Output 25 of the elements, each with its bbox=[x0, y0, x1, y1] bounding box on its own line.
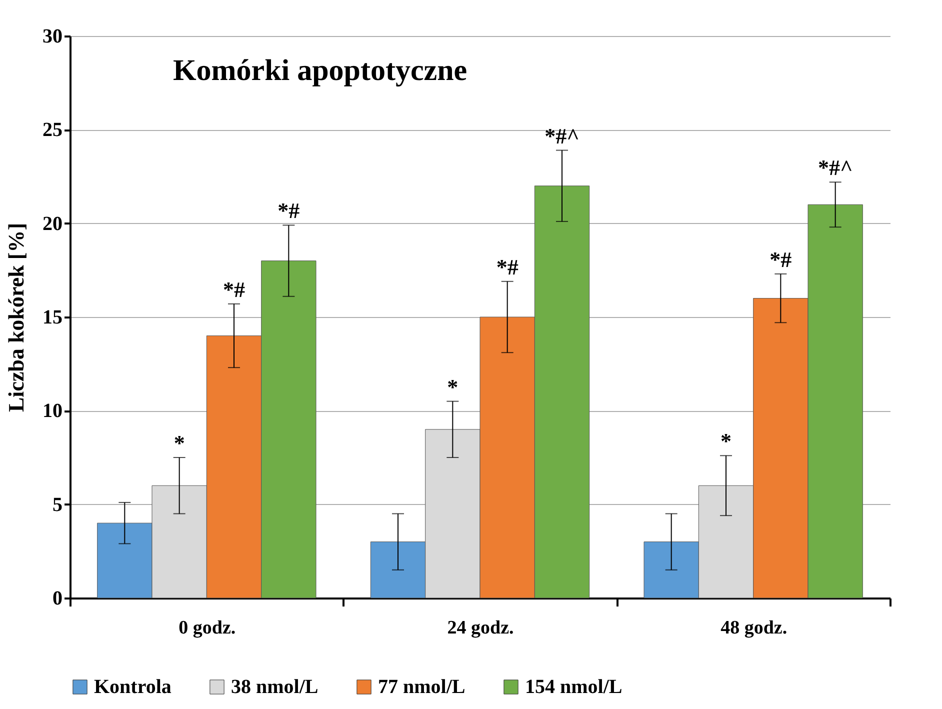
data-label: *# bbox=[278, 198, 300, 224]
y-tick-label: 25 bbox=[42, 119, 62, 142]
data-label: *# bbox=[223, 276, 245, 302]
data-label: * bbox=[720, 428, 732, 454]
legend-label: Kontrola bbox=[94, 676, 172, 698]
data-label: * bbox=[174, 430, 185, 456]
y-axis-title: Liczba kokórek [%] bbox=[4, 222, 28, 412]
legend-label: 77 nmol/L bbox=[378, 676, 466, 698]
data-label: *# bbox=[770, 246, 792, 272]
legend-label: 38 nmol/L bbox=[231, 676, 318, 698]
y-tick-label: 10 bbox=[42, 400, 62, 422]
y-tick-label: 30 bbox=[42, 26, 62, 48]
data-label: * bbox=[447, 374, 458, 400]
x-tick-label: 48 godz. bbox=[720, 618, 788, 638]
y-tick-label: 20 bbox=[42, 212, 62, 235]
x-tick-label: 24 godz. bbox=[447, 618, 514, 638]
legend-label: 154 nmol/L bbox=[525, 676, 622, 698]
x-tick-label: 0 godz. bbox=[178, 618, 236, 638]
y-tick-label: 15 bbox=[42, 306, 62, 328]
text: Komórki apoptotyczne bbox=[172, 54, 468, 87]
y-tick-label: 5 bbox=[52, 494, 62, 516]
data-label: *# bbox=[496, 254, 518, 280]
data-label: *#^ bbox=[544, 123, 580, 148]
y-tick-label: 0 bbox=[52, 588, 62, 610]
data-label: *#^ bbox=[818, 155, 853, 180]
